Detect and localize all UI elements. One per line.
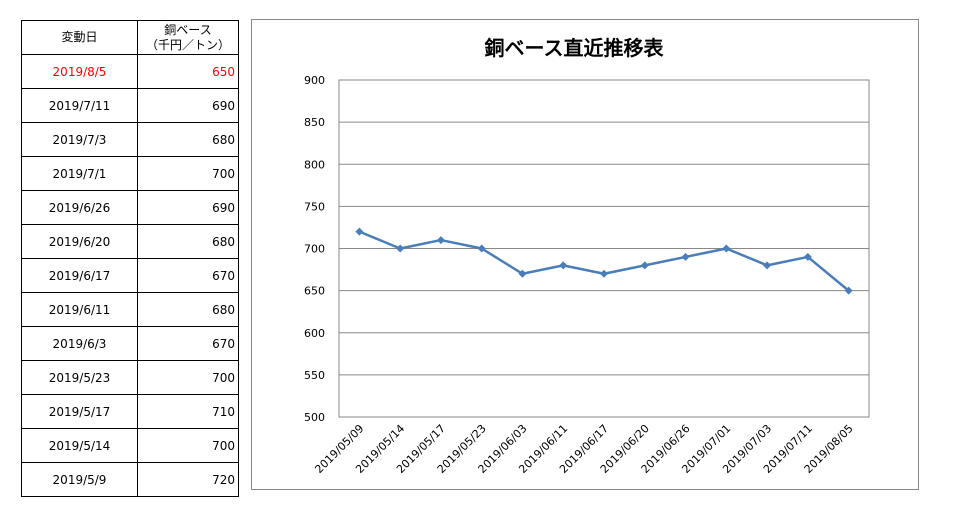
data-point-marker xyxy=(355,227,364,236)
header-date: 変動日 xyxy=(21,20,138,55)
data-point-marker xyxy=(640,261,649,270)
plot-area-border xyxy=(338,79,870,418)
row-date: 2019/6/11 xyxy=(21,292,138,327)
header-price-line1: 銅ベース xyxy=(164,22,212,37)
table-row: 2019/5/9 720 xyxy=(21,462,239,497)
series-line xyxy=(358,230,850,292)
table-row: 2019/6/26 690 xyxy=(21,190,239,225)
y-tick-label: 600 xyxy=(304,327,325,340)
row-price: 680 xyxy=(137,122,239,157)
row-price: 700 xyxy=(137,360,239,395)
y-tick-label: 500 xyxy=(304,411,325,424)
data-point-marker xyxy=(436,236,445,245)
row-date: 2019/5/23 xyxy=(21,360,138,395)
row-date: 2019/6/3 xyxy=(21,326,138,361)
line-chart: 銅ベース直近推移表5005506006507007508008509002019… xyxy=(304,36,870,476)
table-row: 2019/5/17 710 xyxy=(21,394,239,429)
data-point-marker xyxy=(763,261,772,270)
header-price: 銅ベース （千円／トン） xyxy=(137,20,239,55)
row-price: 690 xyxy=(137,88,239,123)
data-point-marker xyxy=(396,244,405,253)
row-date: 2019/5/14 xyxy=(21,428,138,463)
data-point-marker xyxy=(559,261,568,270)
data-point-marker xyxy=(518,269,527,278)
row-price: 700 xyxy=(137,428,239,463)
y-tick-label: 800 xyxy=(304,158,325,171)
row-price: 680 xyxy=(137,292,239,327)
y-tick-label: 900 xyxy=(304,74,325,87)
row-date: 2019/5/9 xyxy=(21,462,138,497)
table-row: 2019/7/11 690 xyxy=(21,88,239,123)
table-row: 2019/6/20 680 xyxy=(21,224,239,259)
row-price: 650 xyxy=(137,54,239,89)
row-date: 2019/5/17 xyxy=(21,394,138,429)
chart-area: 銅ベース直近推移表 500 550 600 650 700 750 800 850 900 2019… xyxy=(251,19,919,490)
row-date: 2019/7/1 xyxy=(21,156,138,191)
data-point-marker xyxy=(681,252,690,261)
data-point-marker xyxy=(803,252,812,261)
table-body: 変動日 銅ベース （千円／トン） 2019/8/5 650 2019/7/11 690… xyxy=(21,20,239,497)
row-date: 2019/6/26 xyxy=(21,190,138,225)
table-row: 2019/6/17 670 xyxy=(21,258,239,293)
row-price: 710 xyxy=(137,394,239,429)
table-row: 2019/5/14 700 xyxy=(21,428,239,463)
row-price: 720 xyxy=(137,462,239,497)
table-row: 2019/6/3 670 xyxy=(21,326,239,361)
row-date: 2019/8/5 xyxy=(21,54,138,89)
data-point-marker xyxy=(722,244,731,253)
row-date: 2019/6/20 xyxy=(21,224,138,259)
y-tick-label: 650 xyxy=(304,285,325,298)
table-row: 2019/8/5 650 xyxy=(21,54,239,89)
table-row: 2019/5/23 700 xyxy=(21,360,239,395)
table-row: 2019/7/3 680 xyxy=(21,122,239,157)
data-point-marker xyxy=(844,286,853,295)
row-date: 2019/7/3 xyxy=(21,122,138,157)
row-price: 700 xyxy=(137,156,239,191)
y-tick-label: 850 xyxy=(304,116,325,129)
row-price: 690 xyxy=(137,190,239,225)
y-tick-label: 700 xyxy=(304,243,325,256)
data-point-marker xyxy=(600,269,608,278)
row-price: 670 xyxy=(137,258,239,293)
table-row: 2019/7/1 700 xyxy=(21,156,239,191)
header-price-line2: （千円／トン） xyxy=(145,37,230,52)
row-price: 680 xyxy=(137,224,239,259)
row-price: 670 xyxy=(137,326,239,361)
copper-price-table: 変動日 銅ベース （千円／トン） 2019/8/5 650 2019/7/11 690… xyxy=(21,20,239,497)
y-tick-label: 750 xyxy=(304,200,325,213)
row-date: 2019/7/11 xyxy=(21,88,138,123)
row-date: 2019/6/17 xyxy=(21,258,138,293)
chart-title: 銅ベース直近推移表 xyxy=(485,36,665,60)
table-row: 2019/6/11 680 xyxy=(21,292,239,327)
data-point-marker xyxy=(477,244,486,253)
table-header-row: 変動日 銅ベース （千円／トン） xyxy=(21,20,239,55)
y-tick-label: 550 xyxy=(304,369,325,382)
